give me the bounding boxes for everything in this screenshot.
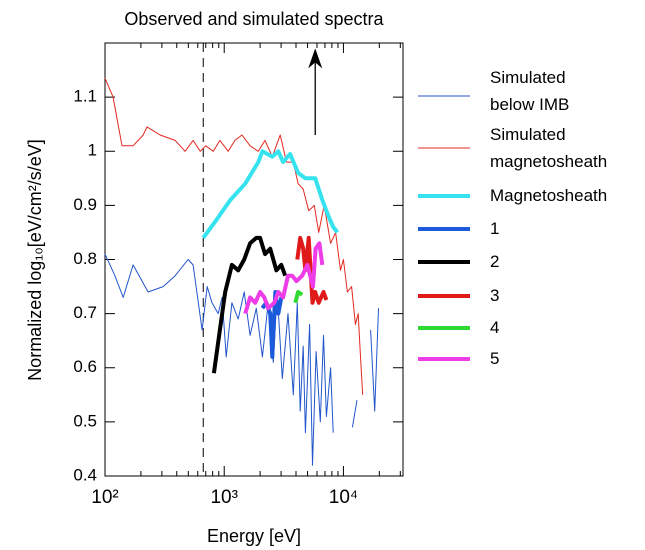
plot-frame xyxy=(104,42,404,477)
series-line xyxy=(293,290,304,304)
y-tick-label: 0.4 xyxy=(73,465,97,484)
y-tick-label: 0.6 xyxy=(73,357,97,376)
legend-label: 5 xyxy=(490,349,500,368)
series-line xyxy=(370,308,379,412)
legend-label: 3 xyxy=(490,286,500,305)
series-line xyxy=(243,241,325,315)
y-tick-label: 0.9 xyxy=(73,195,97,214)
legend-label: 2 xyxy=(490,252,500,271)
series-line xyxy=(211,235,288,374)
y-tick-label: 1.1 xyxy=(73,87,97,106)
y-tick-label: 0.7 xyxy=(73,303,97,322)
y-tick-label: 0.8 xyxy=(73,249,97,268)
series-line xyxy=(104,253,334,466)
legend-label: 1 xyxy=(490,219,500,238)
x-axis-label: Energy [eV] xyxy=(207,526,301,546)
y-tick-label: 0.5 xyxy=(73,411,97,430)
legend-label: 4 xyxy=(490,318,500,337)
x-tick-label: 10⁴ xyxy=(329,487,358,508)
x-tick-label: 10³ xyxy=(210,487,237,508)
legend-label: Magnetosheath xyxy=(490,186,608,205)
series-line xyxy=(351,400,358,428)
legend-label: Simulated magnetosheath xyxy=(490,125,608,171)
y-tick-label: 1 xyxy=(88,141,97,160)
y-axis-label: Normalized log₁₀[eV/cm²/s/eV] xyxy=(25,139,45,381)
series-line xyxy=(201,149,339,240)
series-line xyxy=(104,78,364,395)
chart-title: Observed and simulated spectra xyxy=(124,9,384,29)
legend-label: Simulated below IMB xyxy=(490,68,570,114)
arrow-head xyxy=(308,48,323,69)
x-tick-label: 10² xyxy=(91,487,118,508)
